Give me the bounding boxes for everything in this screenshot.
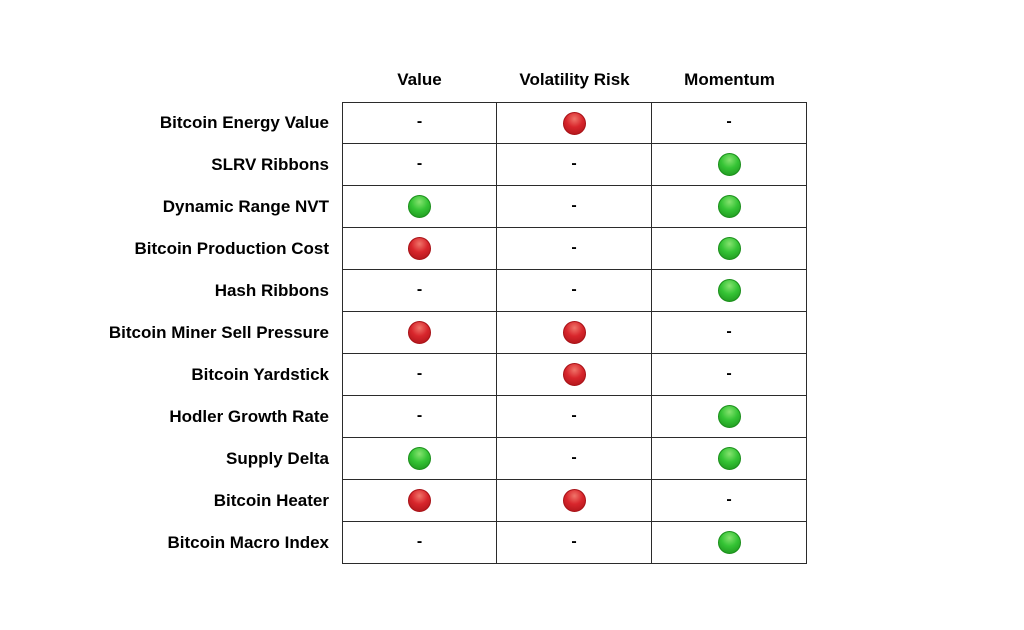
row-label: Bitcoin Heater xyxy=(213,491,329,510)
table-cell: - xyxy=(652,102,807,144)
row-label: Supply Delta xyxy=(226,449,329,468)
dash-mark: - xyxy=(416,280,423,298)
row-label: Bitcoin Miner Sell Pressure xyxy=(108,323,329,342)
column-header-value: Value xyxy=(397,70,442,89)
table-cell: - xyxy=(497,438,652,480)
green-dot xyxy=(717,279,741,302)
dash-mark: - xyxy=(726,364,732,382)
dash-mark: - xyxy=(416,364,423,382)
row-label: Bitcoin Production Cost xyxy=(134,239,329,258)
table-cell: - xyxy=(497,228,652,270)
row-label: Hodler Growth Rate xyxy=(169,407,329,426)
table-cell xyxy=(342,312,497,354)
dash-mark: - xyxy=(571,406,577,424)
dash-mark: - xyxy=(416,154,423,172)
dash-mark: - xyxy=(726,113,732,130)
dash-mark: - xyxy=(571,196,577,214)
dash-mark: - xyxy=(571,280,577,298)
red-dot xyxy=(562,111,586,135)
indicator-table: Value Volatility Risk Momentum Bitcoin E… xyxy=(0,60,807,564)
red-dot xyxy=(408,321,431,344)
green-dot xyxy=(717,237,741,260)
column-header-momentum: Momentum xyxy=(684,70,775,89)
row-label: Bitcoin Energy Value xyxy=(159,113,329,132)
table-cell xyxy=(652,522,807,564)
table-cell: - xyxy=(497,144,652,186)
green-dot xyxy=(717,531,741,554)
column-header-volatility-risk: Volatility Risk xyxy=(519,70,630,89)
table-cell xyxy=(652,396,807,438)
dash-mark: - xyxy=(571,238,577,256)
table-cell: - xyxy=(497,522,652,564)
dash-mark: - xyxy=(416,532,423,550)
row-label: SLRV Ribbons xyxy=(211,155,329,174)
green-dot xyxy=(717,405,741,428)
table-cell xyxy=(497,312,652,354)
table-cell xyxy=(652,438,807,480)
dash-mark: - xyxy=(571,532,577,550)
table-cell xyxy=(652,270,807,312)
table-cell: - xyxy=(342,354,497,396)
table-cell: - xyxy=(497,186,652,228)
table-cell: - xyxy=(342,102,497,144)
dash-mark: - xyxy=(726,490,732,508)
table-cell xyxy=(652,186,807,228)
red-dot xyxy=(408,489,431,512)
red-dot xyxy=(562,489,586,512)
table-cell: - xyxy=(497,270,652,312)
row-label: Bitcoin Macro Index xyxy=(167,533,329,552)
red-dot xyxy=(562,321,586,344)
table-cell xyxy=(342,438,497,480)
dash-mark: - xyxy=(416,113,423,130)
dash-mark: - xyxy=(571,154,577,172)
row-label: Hash Ribbons xyxy=(214,281,329,300)
row-label: Dynamic Range NVT xyxy=(162,197,329,216)
table-cell xyxy=(342,480,497,522)
green-dot xyxy=(717,153,741,176)
green-dot xyxy=(717,195,741,218)
table-cell xyxy=(342,228,497,270)
table-cell: - xyxy=(652,480,807,522)
green-dot xyxy=(408,195,431,218)
table-cell: - xyxy=(652,312,807,354)
red-dot xyxy=(562,363,586,386)
dash-mark: - xyxy=(726,322,732,340)
table-cell xyxy=(652,228,807,270)
corner-spacer xyxy=(0,60,342,97)
table-cell: - xyxy=(342,270,497,312)
table-cell: - xyxy=(342,396,497,438)
red-dot xyxy=(408,237,431,260)
table-cell: - xyxy=(342,522,497,564)
table-cell xyxy=(497,354,652,396)
green-dot xyxy=(408,447,431,470)
table-cell xyxy=(497,102,652,144)
table-cell: - xyxy=(342,144,497,186)
row-label: Bitcoin Yardstick xyxy=(191,365,329,384)
table-cell xyxy=(652,144,807,186)
table-cell xyxy=(342,186,497,228)
dash-mark: - xyxy=(571,448,577,466)
dash-mark: - xyxy=(416,406,423,424)
table-cell: - xyxy=(652,354,807,396)
table-cell: - xyxy=(497,396,652,438)
table-cell xyxy=(497,480,652,522)
green-dot xyxy=(717,447,741,470)
